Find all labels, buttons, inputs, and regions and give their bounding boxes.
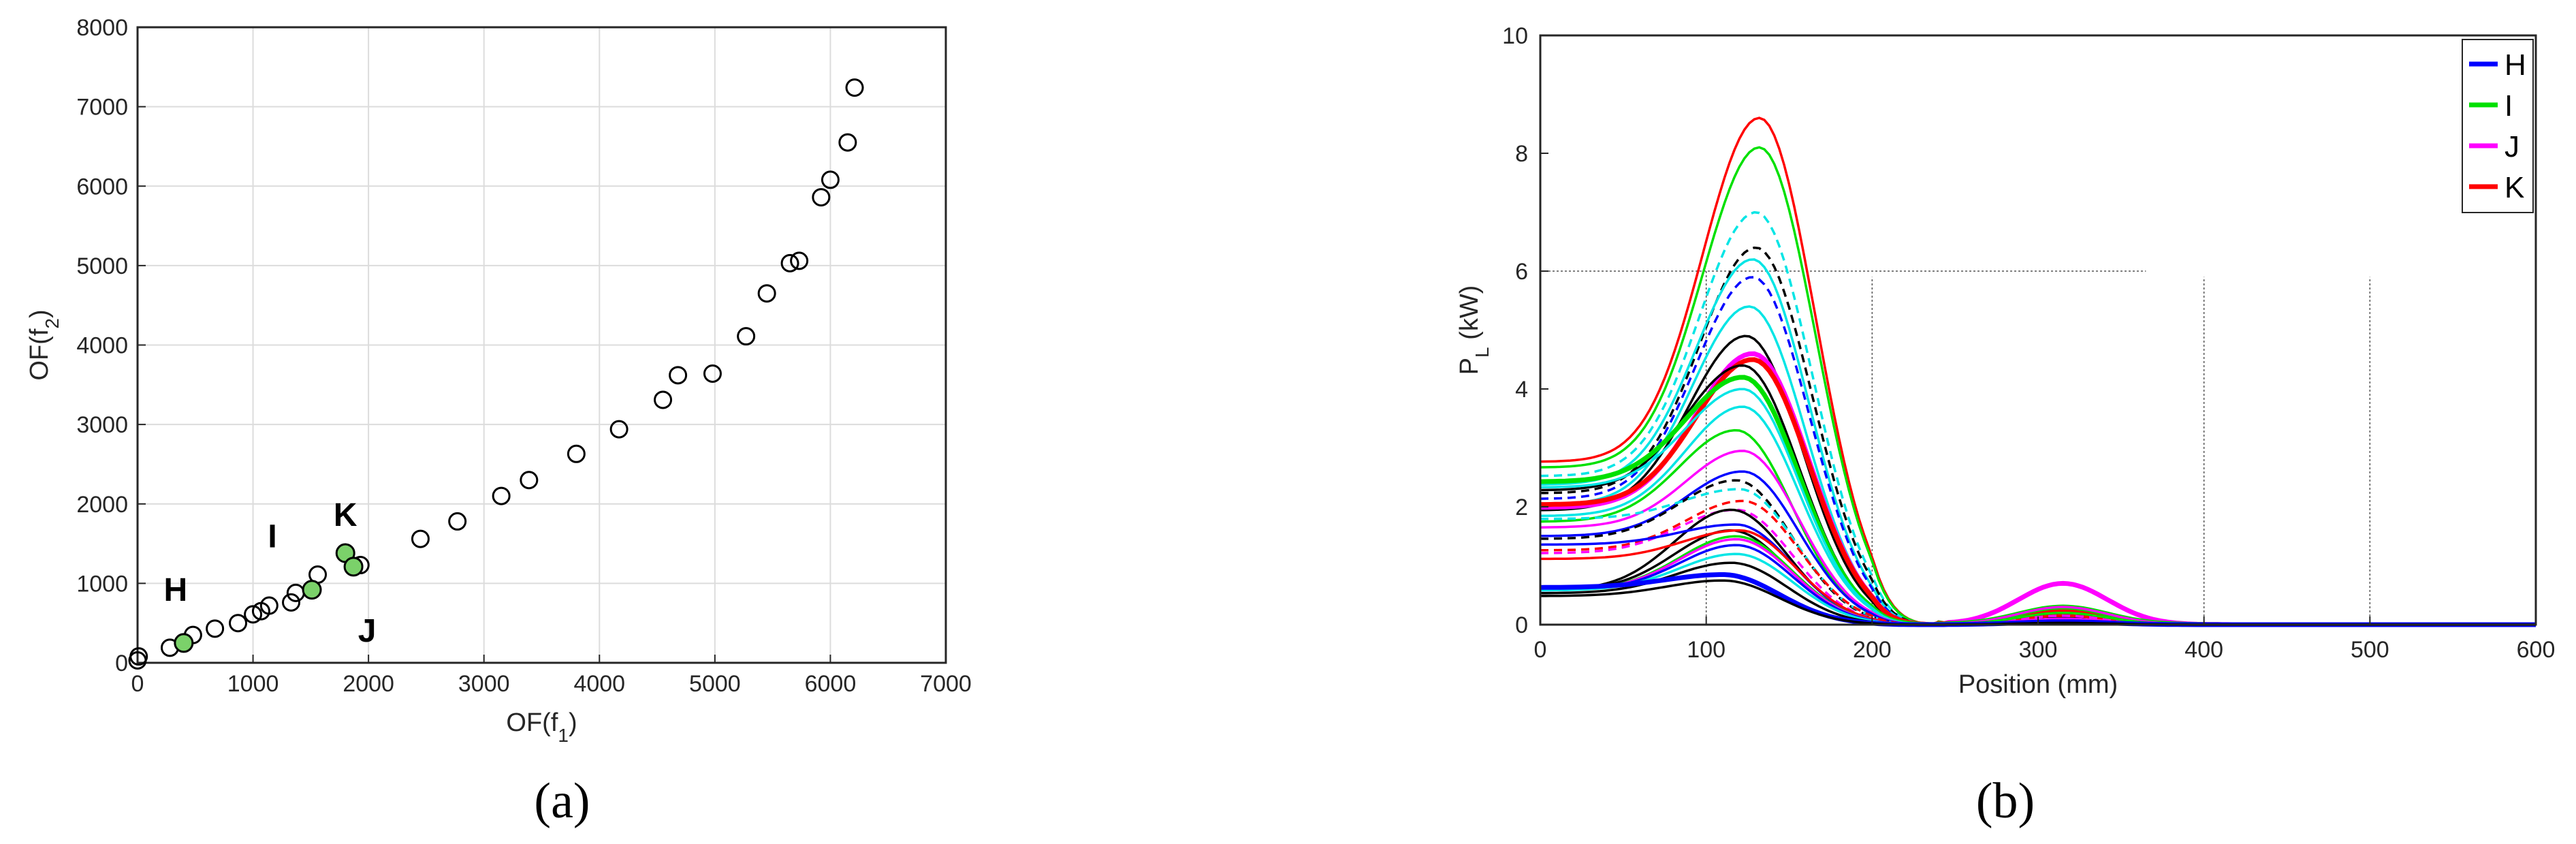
x-tick-label: 500 (2351, 637, 2389, 663)
scatter-grid (138, 27, 946, 663)
data-point (812, 188, 831, 207)
line-panel: 0 100 200 300 400 500 600 0 2 4 6 8 10 Position (mm)… (1455, 23, 2555, 829)
y-tick-label: 10 (1502, 23, 1528, 49)
point-label-k: K (334, 497, 357, 533)
y-tick-label: 2 (1515, 495, 1528, 520)
data-point (229, 614, 248, 633)
x-tick-label: 600 (2517, 637, 2556, 663)
data-point (411, 529, 430, 548)
series-curve (1540, 276, 2536, 626)
data-point (838, 133, 857, 152)
data-point (654, 390, 673, 409)
point-label-i: I (268, 519, 276, 555)
data-point (757, 284, 776, 303)
legend-box (2462, 39, 2534, 213)
line-ticks: 0 100 200 300 400 500 600 0 2 4 6 8 10 (1502, 23, 2555, 663)
panel-b-caption: (b) (1976, 773, 2035, 829)
x-tick-label: 1000 (227, 671, 279, 697)
series-curve (1540, 450, 2536, 626)
data-point (790, 251, 809, 270)
x-tick-label: 200 (1853, 637, 1892, 663)
y-tick-label: 7000 (76, 95, 128, 121)
data-point (520, 471, 539, 490)
x-tick-label: 100 (1687, 637, 1726, 663)
scatter-points (128, 78, 864, 670)
data-point (737, 327, 756, 346)
y-tick-label: 4 (1515, 377, 1528, 403)
x-tick-label: 3000 (458, 671, 510, 697)
y-tick-label: 0 (115, 651, 128, 676)
x-tick-label: 400 (2184, 637, 2223, 663)
x-tick-label: 0 (131, 671, 144, 697)
highlighted-point (302, 580, 322, 600)
data-point (492, 486, 511, 505)
data-point (669, 366, 688, 385)
legend-label: K (2505, 171, 2524, 204)
point-label-j: J (358, 613, 377, 649)
data-point (448, 512, 467, 531)
series-curve (1540, 499, 2536, 626)
data-point (129, 647, 148, 666)
highlighted-point (174, 633, 194, 653)
x-tick-label: 6000 (805, 671, 857, 697)
data-point (567, 444, 586, 463)
series-curve (1540, 470, 2536, 626)
y-tick-label: 8 (1515, 141, 1528, 167)
y-tick-label: 2000 (76, 492, 128, 518)
y-tick-label: 5000 (76, 253, 128, 279)
legend-label: J (2505, 130, 2519, 163)
scatter-axes-frame (136, 26, 947, 664)
line-axes-frame (1539, 34, 2537, 626)
panel-a-caption: (a) (534, 773, 590, 829)
x-tick-label: 5000 (689, 671, 741, 697)
x-tick-label: 300 (2019, 637, 2058, 663)
line-y-axis-label: PL (kW) (1455, 285, 1493, 375)
x-tick-label: 0 (1534, 637, 1547, 663)
scatter-ticks: 0 1000 2000 3000 4000 5000 6000 7000 0 1000 2000 30… (76, 15, 971, 697)
point-label-h: H (163, 572, 187, 608)
data-point (845, 78, 864, 97)
x-tick-label: 4000 (573, 671, 625, 697)
legend-label: I (2505, 89, 2513, 123)
line-series-group (1540, 116, 2536, 627)
data-point (609, 420, 629, 439)
data-point (821, 170, 840, 189)
y-tick-label: 0 (1515, 612, 1528, 638)
scatter-panel: 0 1000 2000 3000 4000 5000 6000 7000 0 1000 2000 30… (25, 15, 972, 829)
scatter-y-axis-label: OF(f2) (25, 309, 63, 380)
highlighted-point (343, 557, 364, 577)
x-tick-label: 7000 (920, 671, 972, 697)
data-point (780, 253, 799, 272)
legend-label: H (2505, 48, 2526, 82)
y-tick-label: 3000 (76, 412, 128, 438)
scatter-x-axis-label: OF(f1) (506, 708, 577, 746)
highlight-labels: H I K J (163, 497, 376, 649)
y-tick-label: 8000 (76, 15, 128, 41)
series-curve (1540, 116, 2536, 626)
y-tick-label: 1000 (76, 571, 128, 597)
y-tick-label: 6 (1515, 259, 1528, 285)
data-point (703, 364, 722, 383)
series-curve (1540, 210, 2536, 626)
y-tick-label: 6000 (76, 174, 128, 200)
data-point (282, 593, 301, 612)
line-x-axis-label: Position (mm) (1958, 670, 2118, 699)
x-tick-label: 2000 (343, 671, 394, 697)
y-tick-label: 4000 (76, 333, 128, 359)
data-point (244, 605, 263, 624)
series-curve (1540, 357, 2536, 627)
data-point (206, 619, 225, 638)
data-point (259, 596, 279, 615)
